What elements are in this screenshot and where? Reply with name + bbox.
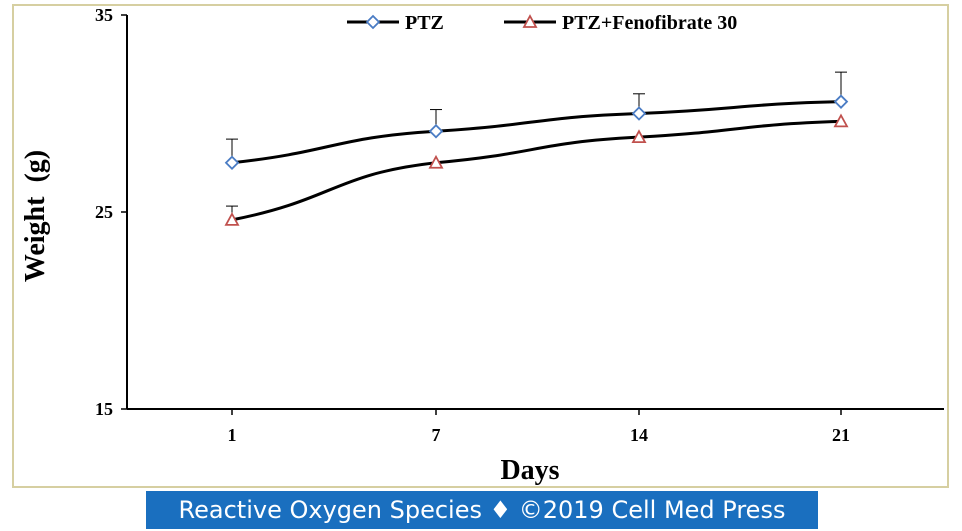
data-point-series-2 — [428, 154, 444, 169]
x-axis-title: Days — [500, 455, 559, 486]
x-tick-label: 21 — [832, 425, 850, 445]
series-lines — [231, 100, 842, 222]
series-line-2 — [231, 119, 842, 222]
data-point-series-2 — [224, 212, 240, 226]
data-point-series-1 — [833, 94, 849, 109]
data-point-series-1 — [428, 123, 444, 139]
legend-marker-1 — [365, 14, 381, 30]
chart-frame: 15 25 35 1 7 14 21 PTZ PTZ+Fenofibrate 30 Days … — [12, 4, 949, 488]
data-point-series-2 — [631, 129, 647, 144]
data-markers — [224, 94, 849, 226]
y-axis-title: Weight (g) — [20, 150, 51, 282]
legend: PTZ PTZ+Fenofibrate 30 — [347, 12, 737, 34]
footer-banner: Reactive Oxygen Species ♦ ©2019 Cell Med… — [146, 491, 818, 529]
y-tick-label: 35 — [95, 6, 113, 25]
y-tick-label: 25 — [95, 202, 113, 222]
legend-marker-2 — [522, 14, 538, 28]
y-tick-label: 15 — [95, 399, 113, 419]
x-tick-label: 1 — [228, 425, 237, 445]
data-point-series-2 — [833, 113, 849, 128]
series-line-1 — [231, 100, 842, 165]
data-point-series-1 — [224, 155, 240, 171]
axes — [121, 14, 944, 415]
legend-label-2: PTZ+Fenofibrate 30 — [562, 12, 737, 34]
legend-label-1: PTZ — [405, 12, 444, 34]
x-tick-label: 7 — [432, 425, 441, 445]
data-point-series-1 — [631, 106, 647, 121]
x-tick-label: 14 — [630, 425, 648, 445]
tick-labels: 15 25 35 1 7 14 21 — [95, 6, 850, 445]
error-bars — [226, 71, 847, 220]
